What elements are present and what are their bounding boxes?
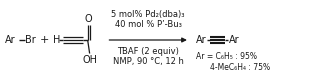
Text: TBAF (2 equiv): TBAF (2 equiv)	[117, 47, 179, 56]
Text: Ar = C₆H₅ : 95%: Ar = C₆H₅ : 95%	[196, 52, 257, 61]
Text: NMP, 90 °C, 12 h: NMP, 90 °C, 12 h	[113, 57, 184, 66]
Text: Ar: Ar	[5, 35, 16, 45]
Text: OH: OH	[82, 55, 97, 65]
Text: O: O	[85, 14, 93, 24]
Text: Ar: Ar	[196, 35, 207, 45]
Text: H: H	[53, 35, 60, 45]
Text: Ar: Ar	[228, 35, 239, 45]
Text: 4-MeC₆H₄ : 75%: 4-MeC₆H₄ : 75%	[209, 63, 270, 72]
Text: 5 mol% Pd₂(dba)₃: 5 mol% Pd₂(dba)₃	[112, 10, 185, 19]
Text: +: +	[39, 35, 49, 45]
Text: Br: Br	[25, 35, 36, 45]
Text: 40 mol % P’-Bu₃: 40 mol % P’-Bu₃	[115, 20, 182, 29]
